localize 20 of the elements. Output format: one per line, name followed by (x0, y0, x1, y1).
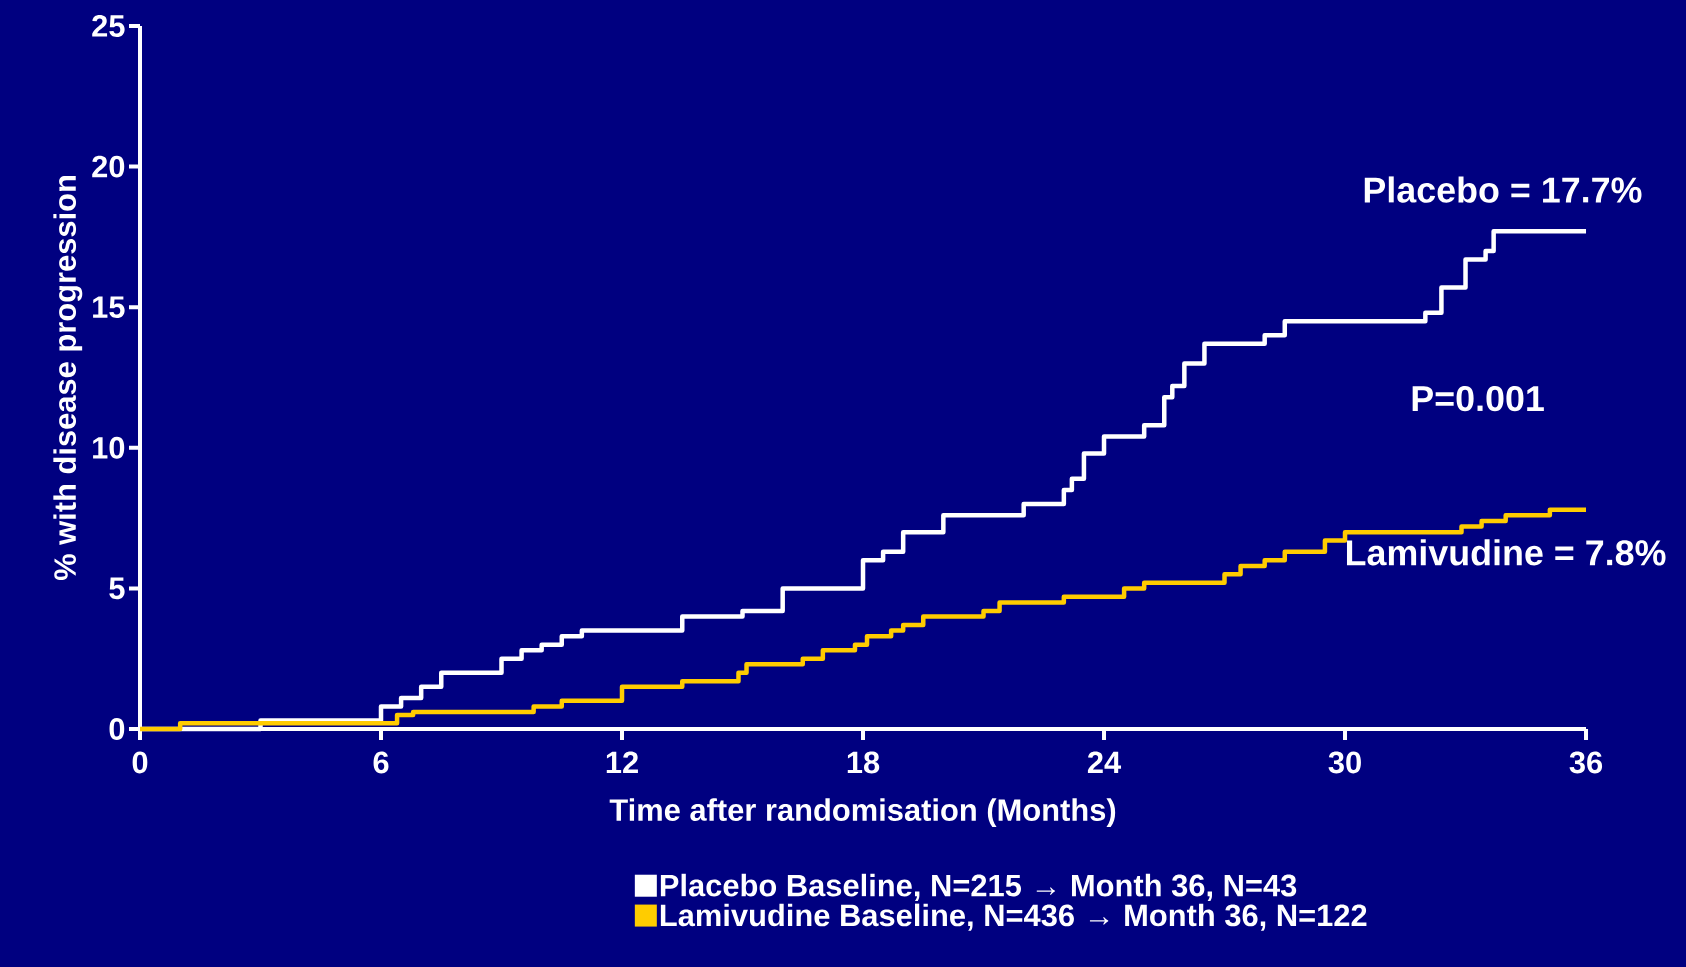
annotation: Lamivudine = 7.8% (1346, 539, 1666, 566)
annotation: Placebo = 17.7% (1364, 176, 1642, 203)
x-tick-label: 18 (847, 751, 880, 774)
y-tick-label: 15 (93, 296, 125, 318)
x-tick-label: 36 (1569, 751, 1603, 774)
y-tick-label: 0 (109, 718, 125, 740)
annotation: P=0.001 (1412, 385, 1544, 412)
x-tick-label: 24 (1087, 751, 1122, 774)
y-tick-label: 10 (93, 436, 125, 459)
x-tick-label: 30 (1328, 751, 1361, 774)
y-axis-title: % with disease progression (53, 176, 83, 581)
legend-label: Placebo Baseline, N=215 → Month 36, N=43 (660, 873, 1297, 901)
x-tick-label: 6 (373, 751, 389, 774)
x-tick-label: 0 (132, 751, 148, 774)
y-tick-label: 25 (92, 15, 125, 37)
legend-label: Lamivudine Baseline, N=436 → Month 36, N=122 (660, 903, 1367, 931)
y-tick-label: 20 (92, 155, 125, 178)
x-axis-title: Time after randomisation (Months) (609, 798, 1116, 828)
x-tick-label: 12 (606, 751, 638, 774)
y-tick-label: 5 (109, 577, 125, 600)
